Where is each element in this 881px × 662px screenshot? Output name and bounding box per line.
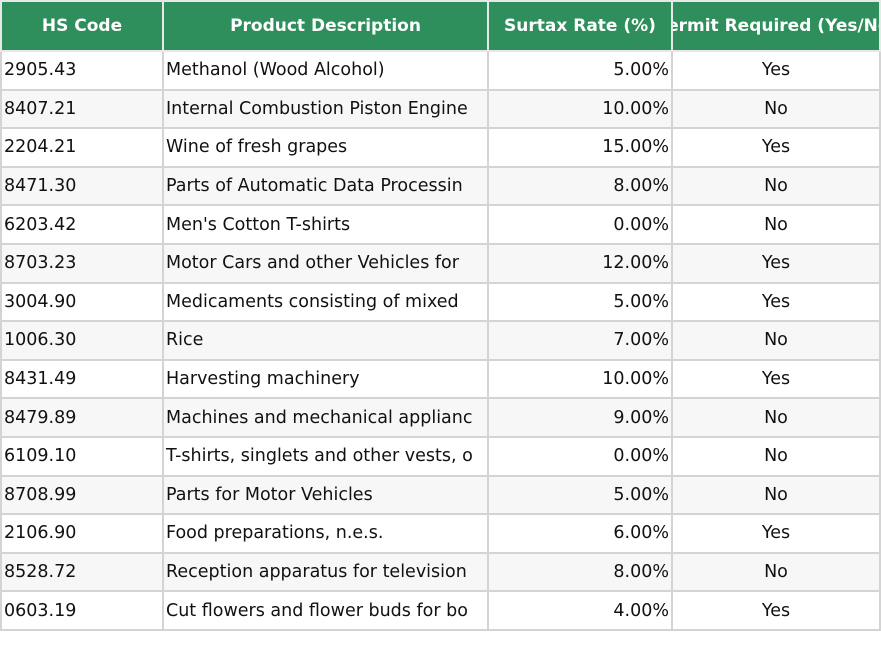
cell: Motor Cars and other Vehicles for [162,242,489,284]
table-row: 6203.42 Men's Cotton T-shirts 0.00% No [0,204,881,245]
table-row: 0603.19 Cut flowers and flower buds for b… [0,590,881,631]
cell: 2204.21 [0,127,164,168]
cell: 10.00% [487,88,673,130]
cell: Medicaments consisting of mixed [162,281,489,323]
cell: No [671,435,881,477]
cell: 5.00% [487,281,673,323]
cell: 6.00% [487,513,673,554]
cell: 10.00% [487,358,673,400]
cell: Machines and mechanical applianc [162,397,489,438]
table-row: 8431.49 Harvesting machinery 10.00% Yes [0,358,881,400]
cell: Yes [671,50,881,91]
column-header-text: Permit Required (Yes/No) [674,16,878,36]
cell: 6109.10 [0,435,164,477]
cell: No [671,474,881,516]
cell: 4.00% [487,590,673,631]
table-row: 6109.10 T-shirts, singlets and other vest… [0,435,881,477]
cell: No [671,397,881,438]
cell: 1006.30 [0,320,164,361]
cell: No [671,88,881,130]
cell: 8708.99 [0,474,164,516]
cell: 8528.72 [0,551,164,593]
cell: T-shirts, singlets and other vests, o [162,435,489,477]
cell: Yes [671,127,881,168]
cell: 8.00% [487,165,673,207]
table-row: 2106.90 Food preparations, n.e.s. 6.00% Yes [0,513,881,554]
cell: No [671,551,881,593]
cell: 8471.30 [0,165,164,207]
cell: 0.00% [487,204,673,245]
cell: 9.00% [487,397,673,438]
cell: 0603.19 [0,590,164,631]
cell: 5.00% [487,474,673,516]
cell: 12.00% [487,242,673,284]
table-body: 2905.43 Methanol (Wood Alcohol) 5.00% Yes 84… [0,50,881,631]
table-row: 2905.43 Methanol (Wood Alcohol) 5.00% Yes [0,50,881,91]
cell: Wine of fresh grapes [162,127,489,168]
cell: 8431.49 [0,358,164,400]
cell: No [671,320,881,361]
table-row: 8471.30 Parts of Automatic Data Processin… [0,165,881,207]
cell: Cut flowers and flower buds for bo [162,590,489,631]
spreadsheet: HS Code Product Description Surtax Rate (%… [0,0,881,631]
cell: Yes [671,590,881,631]
cell: Yes [671,242,881,284]
cell: 8.00% [487,551,673,593]
cell: Yes [671,358,881,400]
cell: 15.00% [487,127,673,168]
table-row: 8407.21 Internal Combustion Piston Engine… [0,88,881,130]
table-row: 8708.99 Parts for Motor Vehicles 5.00% No [0,474,881,516]
cell: 3004.90 [0,281,164,323]
cell: Reception apparatus for television [162,551,489,593]
column-header: HS Code [0,0,164,52]
cell: 7.00% [487,320,673,361]
table-row: 8703.23 Motor Cars and other Vehicles for… [0,242,881,284]
column-header: Permit Required (Yes/No) [671,0,881,52]
cell: 8703.23 [0,242,164,284]
cell: Food preparations, n.e.s. [162,513,489,554]
cell: No [671,204,881,245]
table-row: 3004.90 Medicaments consisting of mixed 5.… [0,281,881,323]
cell: Parts for Motor Vehicles [162,474,489,516]
cell: Methanol (Wood Alcohol) [162,50,489,91]
table-row: 8479.89 Machines and mechanical applianc 9… [0,397,881,438]
cell: Men's Cotton T-shirts [162,204,489,245]
cell: Yes [671,281,881,323]
table-row: 8528.72 Reception apparatus for televisio… [0,551,881,593]
cell: Yes [671,513,881,554]
cell: 8479.89 [0,397,164,438]
column-header: Surtax Rate (%) [487,0,673,52]
cell: Harvesting machinery [162,358,489,400]
table-row: 1006.30 Rice 7.00% No [0,320,881,361]
cell: 8407.21 [0,88,164,130]
column-header: Product Description [162,0,489,52]
header-row: HS Code Product Description Surtax Rate (%… [0,0,881,52]
cell: 2106.90 [0,513,164,554]
cell: No [671,165,881,207]
table-row: 2204.21 Wine of fresh grapes 15.00% Yes [0,127,881,168]
cell: 2905.43 [0,50,164,91]
cell: Parts of Automatic Data Processin [162,165,489,207]
cell: 5.00% [487,50,673,91]
cell: Internal Combustion Piston Engine [162,88,489,130]
cell: 6203.42 [0,204,164,245]
cell: Rice [162,320,489,361]
cell: 0.00% [487,435,673,477]
